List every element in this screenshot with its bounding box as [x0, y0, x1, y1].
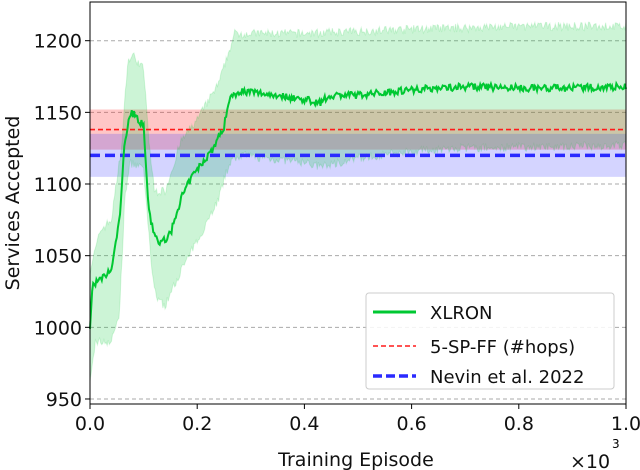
x-tick-label: 1.0	[611, 413, 640, 435]
x-tick-label: 0.6	[396, 413, 426, 435]
x-tick-label: 0.0	[75, 413, 105, 435]
x-tick-label: 0.8	[504, 413, 534, 435]
y-tick-label: 1050	[34, 246, 82, 268]
nevin-band	[90, 133, 626, 177]
legend-label-xlron: XLRON	[430, 303, 493, 324]
x-multiplier: ×10	[570, 451, 610, 470]
legend-label-5spff: 5-SP-FF (#hops)	[430, 337, 575, 358]
xlron-line	[89, 80, 627, 329]
legend-box	[365, 292, 615, 390]
x-axis-label: Training Episode	[277, 449, 434, 470]
series-lines	[89, 80, 627, 329]
y-ticks: 950 1000 1050 1100 1150 1200	[34, 31, 90, 411]
y-tick-label: 1150	[34, 102, 82, 124]
legend: XLRON 5-SP-FF (#hops) Nevin et al. 2022	[365, 292, 615, 390]
grid-lines	[90, 40, 626, 400]
legend-label-nevin: Nevin et al. 2022	[430, 367, 584, 388]
x-tick-label: 0.2	[182, 413, 212, 435]
x-tick-label: 0.4	[289, 413, 319, 435]
y-tick-label: 950	[46, 389, 82, 411]
y-tick-label: 1200	[34, 31, 82, 53]
x-multiplier-exponent: 3	[612, 437, 620, 451]
y-tick-label: 1000	[34, 317, 82, 339]
x-ticks: 0.0 0.2 0.4 0.6 0.8 1.0	[75, 404, 640, 435]
y-axis-label: Services Accepted	[2, 116, 24, 291]
bands	[89, 20, 627, 382]
y-tick-label: 1100	[34, 174, 82, 196]
plot-frame	[89, 1, 627, 405]
